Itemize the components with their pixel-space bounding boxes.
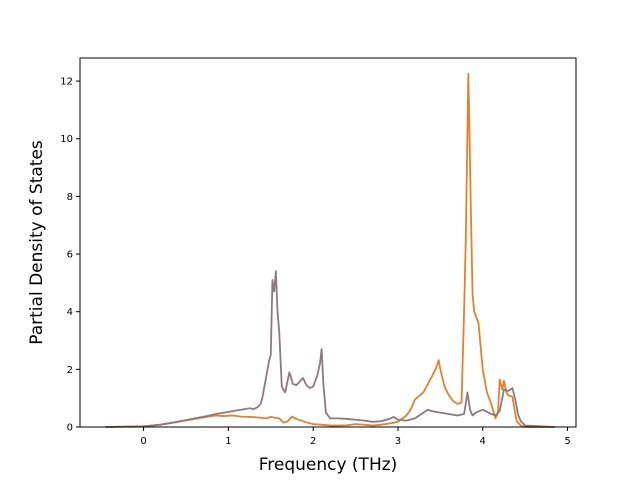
plot-area	[105, 72, 555, 428]
y-tick-label: 2	[67, 365, 73, 376]
x-tick-label: 3	[395, 436, 401, 447]
x-tick-label: 5	[564, 436, 570, 447]
y-tick-label: 8	[67, 192, 73, 203]
series-line-2	[105, 270, 555, 428]
axes-frame	[79, 57, 577, 428]
x-tick-label: 4	[480, 436, 486, 447]
y-tick-label: 0	[67, 423, 73, 434]
y-axis-ticks: 0 2 4 6 8 10 12	[60, 77, 80, 434]
x-axis-label: Frequency (THz)	[259, 455, 398, 475]
y-tick-label: 4	[67, 307, 73, 318]
x-tick-label: 0	[140, 436, 146, 447]
x-tick-label: 1	[225, 436, 231, 447]
y-tick-label: 12	[60, 77, 73, 88]
x-tick-label: 2	[310, 436, 316, 447]
y-tick-label: 10	[60, 134, 73, 145]
y-axis-label: Partial Density of States	[27, 140, 47, 345]
x-axis-ticks: 0 1 2 3 4 5	[140, 427, 571, 447]
series-line-1	[105, 72, 555, 428]
y-tick-label: 6	[67, 250, 73, 261]
